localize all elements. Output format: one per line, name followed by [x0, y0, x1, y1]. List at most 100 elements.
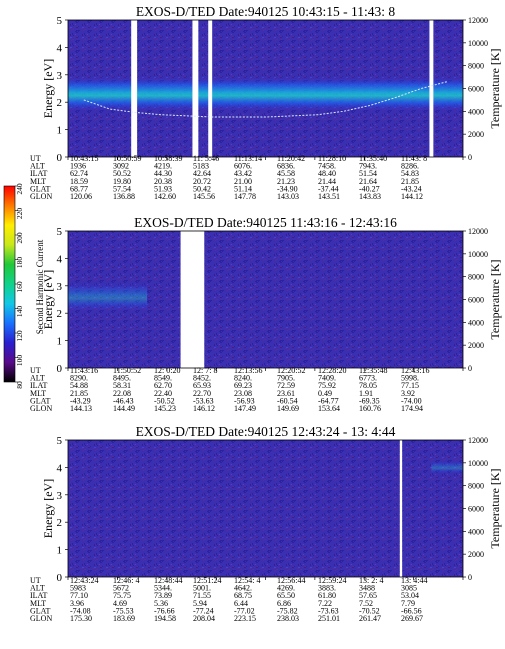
y2-tick-label: 4000 — [468, 527, 484, 536]
orbit-cell: 8549. — [154, 374, 172, 383]
orbit-cell: 10:50:59 — [113, 154, 141, 163]
y2-tick-label: 2000 — [468, 341, 484, 350]
orbit-cell: 12:20:52 — [277, 366, 305, 375]
y-tick-label: 5 — [57, 15, 63, 27]
orbit-cell: 11:43:16 — [70, 366, 98, 375]
orbit-cell: 23.61 — [277, 389, 295, 398]
orbit-cell: 6076. — [234, 162, 252, 171]
colorbar-tick-label: 100 — [15, 355, 24, 367]
orbit-cell: 3883. — [318, 584, 336, 593]
y-tick-label: 0 — [57, 572, 63, 584]
y-tick-label: 2 — [57, 97, 63, 109]
orbit-cell: 7905. — [277, 374, 295, 383]
spectrogram-background — [68, 440, 463, 577]
orbit-cell: 4.69 — [113, 599, 127, 608]
y-tick-label: 1 — [57, 125, 63, 137]
orbit-cell: 21.44 — [318, 177, 336, 186]
orbit-cell: -37.44 — [318, 184, 339, 193]
orbit-cell: -60.54 — [277, 396, 298, 405]
orbit-cell: 77.15 — [401, 381, 419, 390]
orbit-cell: 4642. — [234, 584, 252, 593]
y-tick-label: 5 — [57, 226, 63, 238]
orbit-cell: 160.76 — [359, 404, 381, 413]
y2-tick-label: 0 — [468, 573, 472, 582]
orbit-cell: 174.94 — [401, 404, 423, 413]
orbit-cell: -74.08 — [70, 606, 91, 615]
orbit-cell: -69.35 — [359, 396, 380, 405]
y2-tick-label: 8000 — [468, 482, 484, 491]
orbit-cell: 50.52 — [113, 169, 131, 178]
orbit-cell: 23.08 — [234, 389, 252, 398]
orbit-cell: 75.92 — [318, 381, 336, 390]
orbit-cell: 42.64 — [193, 169, 211, 178]
orbit-cell: 5344. — [154, 584, 172, 593]
orbit-cell: 5672 — [113, 584, 129, 593]
spectrogram-panel: EXOS-D/TED Date:940125 11:43:16 - 12:43:… — [30, 215, 502, 413]
orbit-cell: 8495. — [113, 374, 131, 383]
orbit-cell: 21.64 — [359, 177, 377, 186]
orbit-cell: -66.56 — [401, 606, 422, 615]
orbit-cell: 146.12 — [193, 404, 215, 413]
orbit-cell: 78.05 — [359, 381, 377, 390]
orbit-cell: 8240. — [234, 374, 252, 383]
orbit-cell: 50.42 — [193, 184, 211, 193]
y2-tick-label: 2000 — [468, 130, 484, 139]
orbit-cell: 143.51 — [318, 192, 340, 201]
panel-title: EXOS-D/TED Date:940125 12:43:24 - 13: 4:… — [136, 424, 396, 439]
orbit-cell: 269.67 — [401, 614, 423, 623]
orbit-cell: 120.06 — [70, 192, 92, 201]
orbit-row-label: MLT — [30, 389, 46, 398]
y-tick-label: 4 — [57, 42, 63, 54]
orbit-cell: 22.40 — [154, 389, 172, 398]
orbit-cell: 223.15 — [234, 614, 256, 623]
y2-tick-label: 6000 — [468, 85, 484, 94]
orbit-cell: 238.03 — [277, 614, 299, 623]
orbit-cell: 5.94 — [193, 599, 207, 608]
orbit-cell: 3488 — [359, 584, 375, 593]
y2-axis-label: Temperature [K] — [488, 468, 502, 548]
orbit-cell: -77.02 — [234, 606, 255, 615]
y-axis-label: Energy [eV] — [41, 479, 55, 538]
data-gap — [131, 20, 138, 157]
orbit-cell: 8452. — [193, 374, 211, 383]
orbit-cell: 43.42 — [234, 169, 252, 178]
y2-tick-label: 12000 — [468, 227, 488, 236]
orbit-cell: 5983 — [70, 584, 86, 593]
orbit-cell: 12: 7: 8 — [193, 366, 217, 375]
orbit-cell: 4269. — [277, 584, 295, 593]
orbit-cell: 10:43:15 — [70, 154, 98, 163]
orbit-cell: 136.88 — [113, 192, 135, 201]
panel-title: EXOS-D/TED Date:940125 11:43:16 - 12:43:… — [134, 215, 397, 230]
y2-tick-label: 10000 — [468, 250, 488, 259]
orbit-cell: 12: 0:20 — [154, 366, 180, 375]
y-tick-label: 4 — [57, 462, 63, 474]
orbit-cell: 6.44 — [234, 599, 248, 608]
y2-tick-label: 12000 — [468, 16, 488, 25]
orbit-cell: 175.30 — [70, 614, 92, 623]
y2-tick-label: 4000 — [468, 107, 484, 116]
data-gap — [399, 440, 403, 577]
orbit-cell: 58.31 — [113, 381, 131, 390]
orbit-cell: -34.90 — [277, 184, 298, 193]
orbit-cell: 22.70 — [193, 389, 211, 398]
orbit-cell: 21.23 — [277, 177, 295, 186]
y-tick-label: 2 — [57, 517, 63, 529]
orbit-cell: -77.24 — [193, 606, 214, 615]
y-tick-label: 1 — [57, 336, 63, 348]
y-tick-label: 0 — [57, 363, 63, 375]
orbit-cell: 1.91 — [359, 389, 373, 398]
orbit-cell: 12:51:24 — [193, 576, 221, 585]
y2-tick-label: 6000 — [468, 296, 484, 305]
orbit-cell: 208.04 — [193, 614, 215, 623]
y-tick-label: 3 — [57, 281, 63, 293]
orbit-row-label: ILAT — [30, 591, 47, 600]
temperature-trace — [83, 81, 448, 118]
orbit-cell: 51.14 — [234, 184, 252, 193]
colorbar: 80 100 120 140 160 180 200 220 240 Second Harmon… — [3, 183, 45, 389]
orbit-cell: 144.12 — [401, 192, 423, 201]
orbit-row-label: GLON — [30, 192, 52, 201]
orbit-cell: -75.82 — [277, 606, 298, 615]
y2-tick-label: 6000 — [468, 505, 484, 514]
y-axis-label: Energy [eV] — [41, 270, 55, 329]
y2-tick-label: 10000 — [468, 459, 488, 468]
